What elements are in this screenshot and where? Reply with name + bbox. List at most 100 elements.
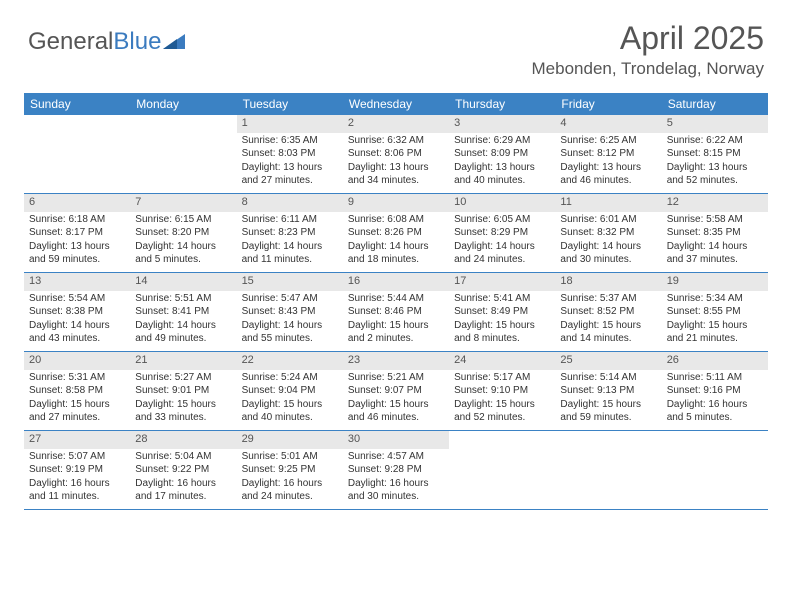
day-sunrise: Sunrise: 6:01 AM <box>560 214 656 227</box>
day-sunrise: Sunrise: 5:04 AM <box>135 451 231 464</box>
day-sunset: Sunset: 8:20 PM <box>135 227 231 240</box>
day-body: Sunrise: 5:11 AMSunset: 9:16 PMDaylight:… <box>662 372 768 430</box>
day-cell: 26 Sunrise: 5:11 AMSunset: 9:16 PMDayligh… <box>662 352 768 430</box>
logo: GeneralBlue <box>28 28 185 56</box>
day-body: Sunrise: 5:21 AMSunset: 9:07 PMDaylight:… <box>343 372 449 430</box>
day-body: Sunrise: 6:08 AMSunset: 8:26 PMDaylight:… <box>343 214 449 272</box>
day-daylight1: Daylight: 15 hours <box>348 399 444 412</box>
header: GeneralBlue April 2025 Mebonden, Trondel… <box>0 0 792 87</box>
day-sunrise: Sunrise: 6:15 AM <box>135 214 231 227</box>
day-daylight1: Daylight: 14 hours <box>348 241 444 254</box>
day-body: Sunrise: 6:15 AMSunset: 8:20 PMDaylight:… <box>130 214 236 272</box>
day-body: Sunrise: 6:01 AMSunset: 8:32 PMDaylight:… <box>555 214 661 272</box>
day-sunset: Sunset: 8:41 PM <box>135 306 231 319</box>
day-number: 26 <box>662 352 768 370</box>
day-body: Sunrise: 5:44 AMSunset: 8:46 PMDaylight:… <box>343 293 449 351</box>
day-cell <box>555 431 661 509</box>
day-cell: 23Sunrise: 5:21 AMSunset: 9:07 PMDayligh… <box>343 352 449 430</box>
day-sunset: Sunset: 9:16 PM <box>667 385 763 398</box>
day-sunset: Sunset: 8:35 PM <box>667 227 763 240</box>
day-sunset: Sunset: 8:12 PM <box>560 148 656 161</box>
dow-sunday: Sunday <box>24 93 130 115</box>
day-sunset: Sunset: 8:15 PM <box>667 148 763 161</box>
day-body: Sunrise: 5:41 AMSunset: 8:49 PMDaylight:… <box>449 293 555 351</box>
day-number: 8 <box>237 194 343 212</box>
month-title: April 2025 <box>532 20 764 57</box>
day-cell: 30Sunrise: 4:57 AMSunset: 9:28 PMDayligh… <box>343 431 449 509</box>
day-body: Sunrise: 5:27 AMSunset: 9:01 PMDaylight:… <box>130 372 236 430</box>
day-daylight1: Daylight: 13 hours <box>242 162 338 175</box>
day-sunrise: Sunrise: 5:01 AM <box>242 451 338 464</box>
day-body: Sunrise: 6:18 AMSunset: 8:17 PMDaylight:… <box>24 214 130 272</box>
day-sunset: Sunset: 8:06 PM <box>348 148 444 161</box>
day-body: Sunrise: 5:58 AMSunset: 8:35 PMDaylight:… <box>662 214 768 272</box>
day-daylight2: and 11 minutes. <box>242 254 338 267</box>
day-sunrise: Sunrise: 6:35 AM <box>242 135 338 148</box>
day-sunset: Sunset: 9:04 PM <box>242 385 338 398</box>
day-number: 7 <box>130 194 236 212</box>
day-daylight2: and 24 minutes. <box>242 491 338 504</box>
day-sunset: Sunset: 9:07 PM <box>348 385 444 398</box>
day-number: 27 <box>24 431 130 449</box>
day-daylight1: Daylight: 15 hours <box>667 320 763 333</box>
day-cell: 3Sunrise: 6:29 AMSunset: 8:09 PMDaylight… <box>449 115 555 193</box>
logo-part1: General <box>28 28 113 55</box>
day-daylight1: Daylight: 16 hours <box>348 478 444 491</box>
day-cell <box>449 431 555 509</box>
day-daylight2: and 14 minutes. <box>560 333 656 346</box>
dow-wednesday: Wednesday <box>343 93 449 115</box>
day-daylight1: Daylight: 13 hours <box>560 162 656 175</box>
day-number: 17 <box>449 273 555 291</box>
day-daylight1: Daylight: 14 hours <box>560 241 656 254</box>
day-cell: 11Sunrise: 6:01 AMSunset: 8:32 PMDayligh… <box>555 194 661 272</box>
logo-part2: Blue <box>113 28 161 55</box>
day-daylight2: and 27 minutes. <box>29 412 125 425</box>
day-number: 3 <box>449 115 555 133</box>
dow-friday: Friday <box>555 93 661 115</box>
day-daylight1: Daylight: 13 hours <box>29 241 125 254</box>
day-body: Sunrise: 6:22 AMSunset: 8:15 PMDaylight:… <box>662 135 768 193</box>
week-row: 20Sunrise: 5:31 AMSunset: 8:58 PMDayligh… <box>24 352 768 431</box>
day-sunset: Sunset: 8:09 PM <box>454 148 550 161</box>
day-sunrise: Sunrise: 6:18 AM <box>29 214 125 227</box>
day-daylight2: and 18 minutes. <box>348 254 444 267</box>
day-cell: 19Sunrise: 5:34 AMSunset: 8:55 PMDayligh… <box>662 273 768 351</box>
day-daylight1: Daylight: 14 hours <box>242 320 338 333</box>
day-sunrise: Sunrise: 5:21 AM <box>348 372 444 385</box>
day-sunset: Sunset: 8:29 PM <box>454 227 550 240</box>
day-body: Sunrise: 6:25 AMSunset: 8:12 PMDaylight:… <box>555 135 661 193</box>
day-cell: 6 Sunrise: 6:18 AMSunset: 8:17 PMDaylight… <box>24 194 130 272</box>
day-daylight1: Daylight: 14 hours <box>135 320 231 333</box>
day-sunset: Sunset: 9:25 PM <box>242 464 338 477</box>
day-daylight2: and 55 minutes. <box>242 333 338 346</box>
day-sunrise: Sunrise: 5:44 AM <box>348 293 444 306</box>
dow-tuesday: Tuesday <box>237 93 343 115</box>
day-sunrise: Sunrise: 5:41 AM <box>454 293 550 306</box>
day-cell: 14Sunrise: 5:51 AMSunset: 8:41 PMDayligh… <box>130 273 236 351</box>
day-cell: 10Sunrise: 6:05 AMSunset: 8:29 PMDayligh… <box>449 194 555 272</box>
day-sunrise: Sunrise: 5:58 AM <box>667 214 763 227</box>
day-daylight1: Daylight: 14 hours <box>242 241 338 254</box>
day-daylight1: Daylight: 14 hours <box>454 241 550 254</box>
day-daylight1: Daylight: 15 hours <box>242 399 338 412</box>
day-sunrise: Sunrise: 6:29 AM <box>454 135 550 148</box>
day-cell: 24Sunrise: 5:17 AMSunset: 9:10 PMDayligh… <box>449 352 555 430</box>
day-cell: 20Sunrise: 5:31 AMSunset: 8:58 PMDayligh… <box>24 352 130 430</box>
day-sunrise: Sunrise: 5:17 AM <box>454 372 550 385</box>
day-sunrise: Sunrise: 5:14 AM <box>560 372 656 385</box>
day-daylight1: Daylight: 15 hours <box>454 399 550 412</box>
day-daylight1: Daylight: 13 hours <box>348 162 444 175</box>
day-daylight1: Daylight: 15 hours <box>29 399 125 412</box>
calendar: Sunday Monday Tuesday Wednesday Thursday… <box>24 93 768 510</box>
day-number: 20 <box>24 352 130 370</box>
day-cell: 29Sunrise: 5:01 AMSunset: 9:25 PMDayligh… <box>237 431 343 509</box>
day-body: Sunrise: 5:17 AMSunset: 9:10 PMDaylight:… <box>449 372 555 430</box>
day-cell <box>130 115 236 193</box>
day-daylight2: and 52 minutes. <box>454 412 550 425</box>
day-sunset: Sunset: 9:22 PM <box>135 464 231 477</box>
day-number: 21 <box>130 352 236 370</box>
dow-saturday: Saturday <box>662 93 768 115</box>
day-sunrise: Sunrise: 5:27 AM <box>135 372 231 385</box>
day-number: 6 <box>24 194 130 212</box>
day-cell: 5Sunrise: 6:22 AMSunset: 8:15 PMDaylight… <box>662 115 768 193</box>
